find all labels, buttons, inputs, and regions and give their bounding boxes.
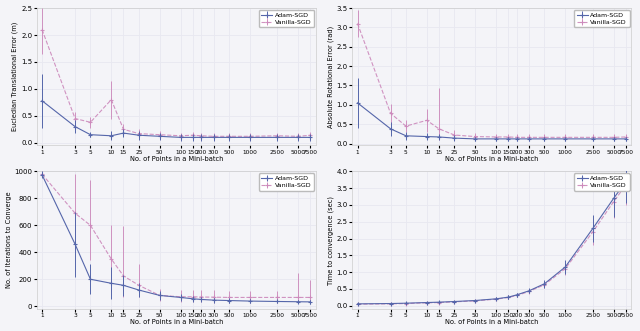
X-axis label: No. of Points in a Mini-batch: No. of Points in a Mini-batch <box>129 319 223 325</box>
X-axis label: No. of Points in a Mini-batch: No. of Points in a Mini-batch <box>445 156 538 162</box>
X-axis label: No. of Points in a Mini-batch: No. of Points in a Mini-batch <box>129 156 223 162</box>
Legend: Adam-SGD, Vanilla-SGD: Adam-SGD, Vanilla-SGD <box>259 173 314 191</box>
Y-axis label: No. of Iterations to Converge: No. of Iterations to Converge <box>6 192 12 289</box>
Legend: Adam-SGD, Vanilla-SGD: Adam-SGD, Vanilla-SGD <box>574 10 630 27</box>
Legend: Adam-SGD, Vanilla-SGD: Adam-SGD, Vanilla-SGD <box>259 10 314 27</box>
Y-axis label: Time to convergence (sec): Time to convergence (sec) <box>327 196 334 285</box>
X-axis label: No. of Points in a Mini-batch: No. of Points in a Mini-batch <box>445 319 538 325</box>
Y-axis label: Eucledian Translational Error (m): Eucledian Translational Error (m) <box>12 22 19 131</box>
Y-axis label: Absolute Rotational Error (rad): Absolute Rotational Error (rad) <box>327 25 334 128</box>
Legend: Adam-SGD, Vanilla-SGD: Adam-SGD, Vanilla-SGD <box>574 173 630 191</box>
